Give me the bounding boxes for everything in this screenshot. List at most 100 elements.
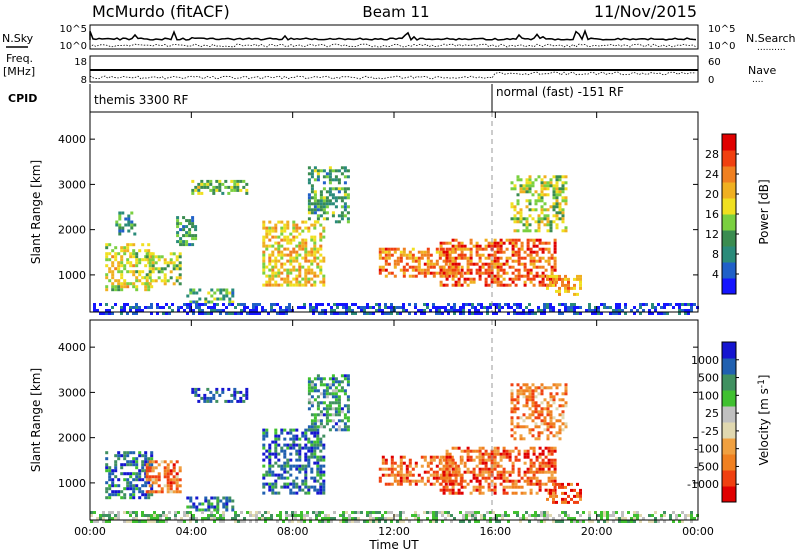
velocity-cell	[465, 511, 468, 514]
velocity-cell	[561, 410, 565, 414]
velocity-cell	[304, 446, 308, 450]
velocity-cell	[313, 434, 317, 438]
velocity-cell	[280, 476, 284, 480]
velocity-cell	[442, 464, 446, 468]
velocity-cell	[520, 485, 524, 489]
power-cell	[274, 256, 278, 260]
power-cell	[151, 264, 155, 268]
power-cell	[493, 280, 497, 284]
velocity-cell	[550, 470, 554, 474]
power-cell	[600, 303, 603, 306]
velocity-cell	[157, 490, 161, 494]
power-cell	[194, 234, 198, 238]
velocity-cell	[402, 473, 406, 477]
velocity-cell	[451, 488, 455, 492]
velocity-cell	[313, 479, 317, 483]
power-cell	[546, 214, 550, 218]
power-cell	[447, 309, 450, 312]
power-cell	[537, 196, 541, 200]
power-cell	[540, 199, 544, 203]
power-cell	[516, 312, 519, 315]
velocity-cell	[435, 476, 439, 480]
velocity-cell	[561, 428, 565, 432]
power-cell	[615, 312, 618, 315]
velocity-cell	[201, 502, 205, 506]
velocity-cell	[519, 416, 523, 420]
power-cell	[298, 271, 302, 275]
power-cell	[549, 274, 552, 278]
power-cell	[236, 188, 240, 192]
power-cell	[456, 309, 459, 312]
power-cell	[215, 185, 219, 189]
velocity-cell	[541, 482, 545, 486]
power-cell	[498, 309, 501, 312]
power-cell	[289, 232, 293, 236]
power-cell	[432, 265, 436, 269]
power-cell	[525, 205, 529, 209]
power-cell	[123, 303, 126, 306]
power-cell	[322, 196, 326, 200]
power-cell	[387, 271, 391, 275]
power-cell	[573, 306, 576, 309]
velocity-cell	[234, 520, 237, 523]
velocity-cell	[529, 479, 533, 483]
velocity-cell	[169, 490, 173, 494]
velocity-cell	[328, 401, 332, 405]
velocity-cell	[175, 472, 179, 476]
velocity-cell	[274, 443, 278, 447]
power-cell	[459, 312, 462, 315]
power-cell	[490, 262, 494, 266]
power-cell	[268, 262, 272, 266]
velocity-cell	[490, 458, 494, 462]
velocity-cell	[399, 514, 402, 517]
velocity-cell	[207, 502, 211, 506]
velocity-cell	[225, 505, 229, 509]
velocity-cell	[546, 386, 550, 390]
velocity-cell	[396, 482, 400, 486]
power-cell	[546, 208, 550, 212]
power-cell	[541, 280, 545, 284]
velocity-cell	[513, 407, 517, 411]
velocity-cell	[271, 485, 275, 489]
power-cell	[178, 252, 182, 256]
power-cell	[114, 285, 118, 289]
velocity-cell	[319, 449, 323, 453]
velocity-cell	[354, 511, 357, 514]
power-cell	[230, 188, 234, 192]
power-cell	[666, 312, 669, 315]
power-cell	[448, 256, 452, 260]
power-cell	[138, 270, 142, 274]
velocity-cell	[331, 389, 335, 393]
power-cell	[316, 220, 320, 224]
velocity-cell	[343, 404, 347, 408]
velocity-cell	[141, 520, 144, 523]
power-cell	[286, 271, 290, 275]
velocity-cell	[615, 517, 618, 520]
velocity-cell	[543, 407, 547, 411]
power-cell	[429, 253, 433, 257]
power-cell	[123, 309, 126, 312]
velocity-cell	[316, 443, 320, 447]
power-cell	[175, 258, 179, 262]
power-cell	[466, 271, 470, 275]
power-cell	[489, 306, 492, 309]
power-cell	[117, 288, 121, 292]
velocity-cell	[331, 425, 335, 429]
velocity-cell	[621, 511, 624, 514]
velocity-cell	[138, 469, 142, 473]
power-cell	[648, 312, 651, 315]
power-cell	[105, 285, 109, 289]
velocity-cell	[322, 491, 326, 495]
power-cell	[594, 309, 597, 312]
power-cell	[307, 208, 311, 212]
power-cell	[111, 270, 115, 274]
velocity-cell	[108, 475, 112, 479]
velocity-cell	[219, 517, 222, 520]
velocity-cell	[274, 455, 278, 459]
power-cell	[441, 306, 444, 309]
power-cell	[490, 241, 494, 245]
power-cell	[508, 277, 512, 281]
power-cell	[313, 190, 317, 194]
velocity-cell	[534, 422, 538, 426]
power-cell	[567, 280, 570, 284]
